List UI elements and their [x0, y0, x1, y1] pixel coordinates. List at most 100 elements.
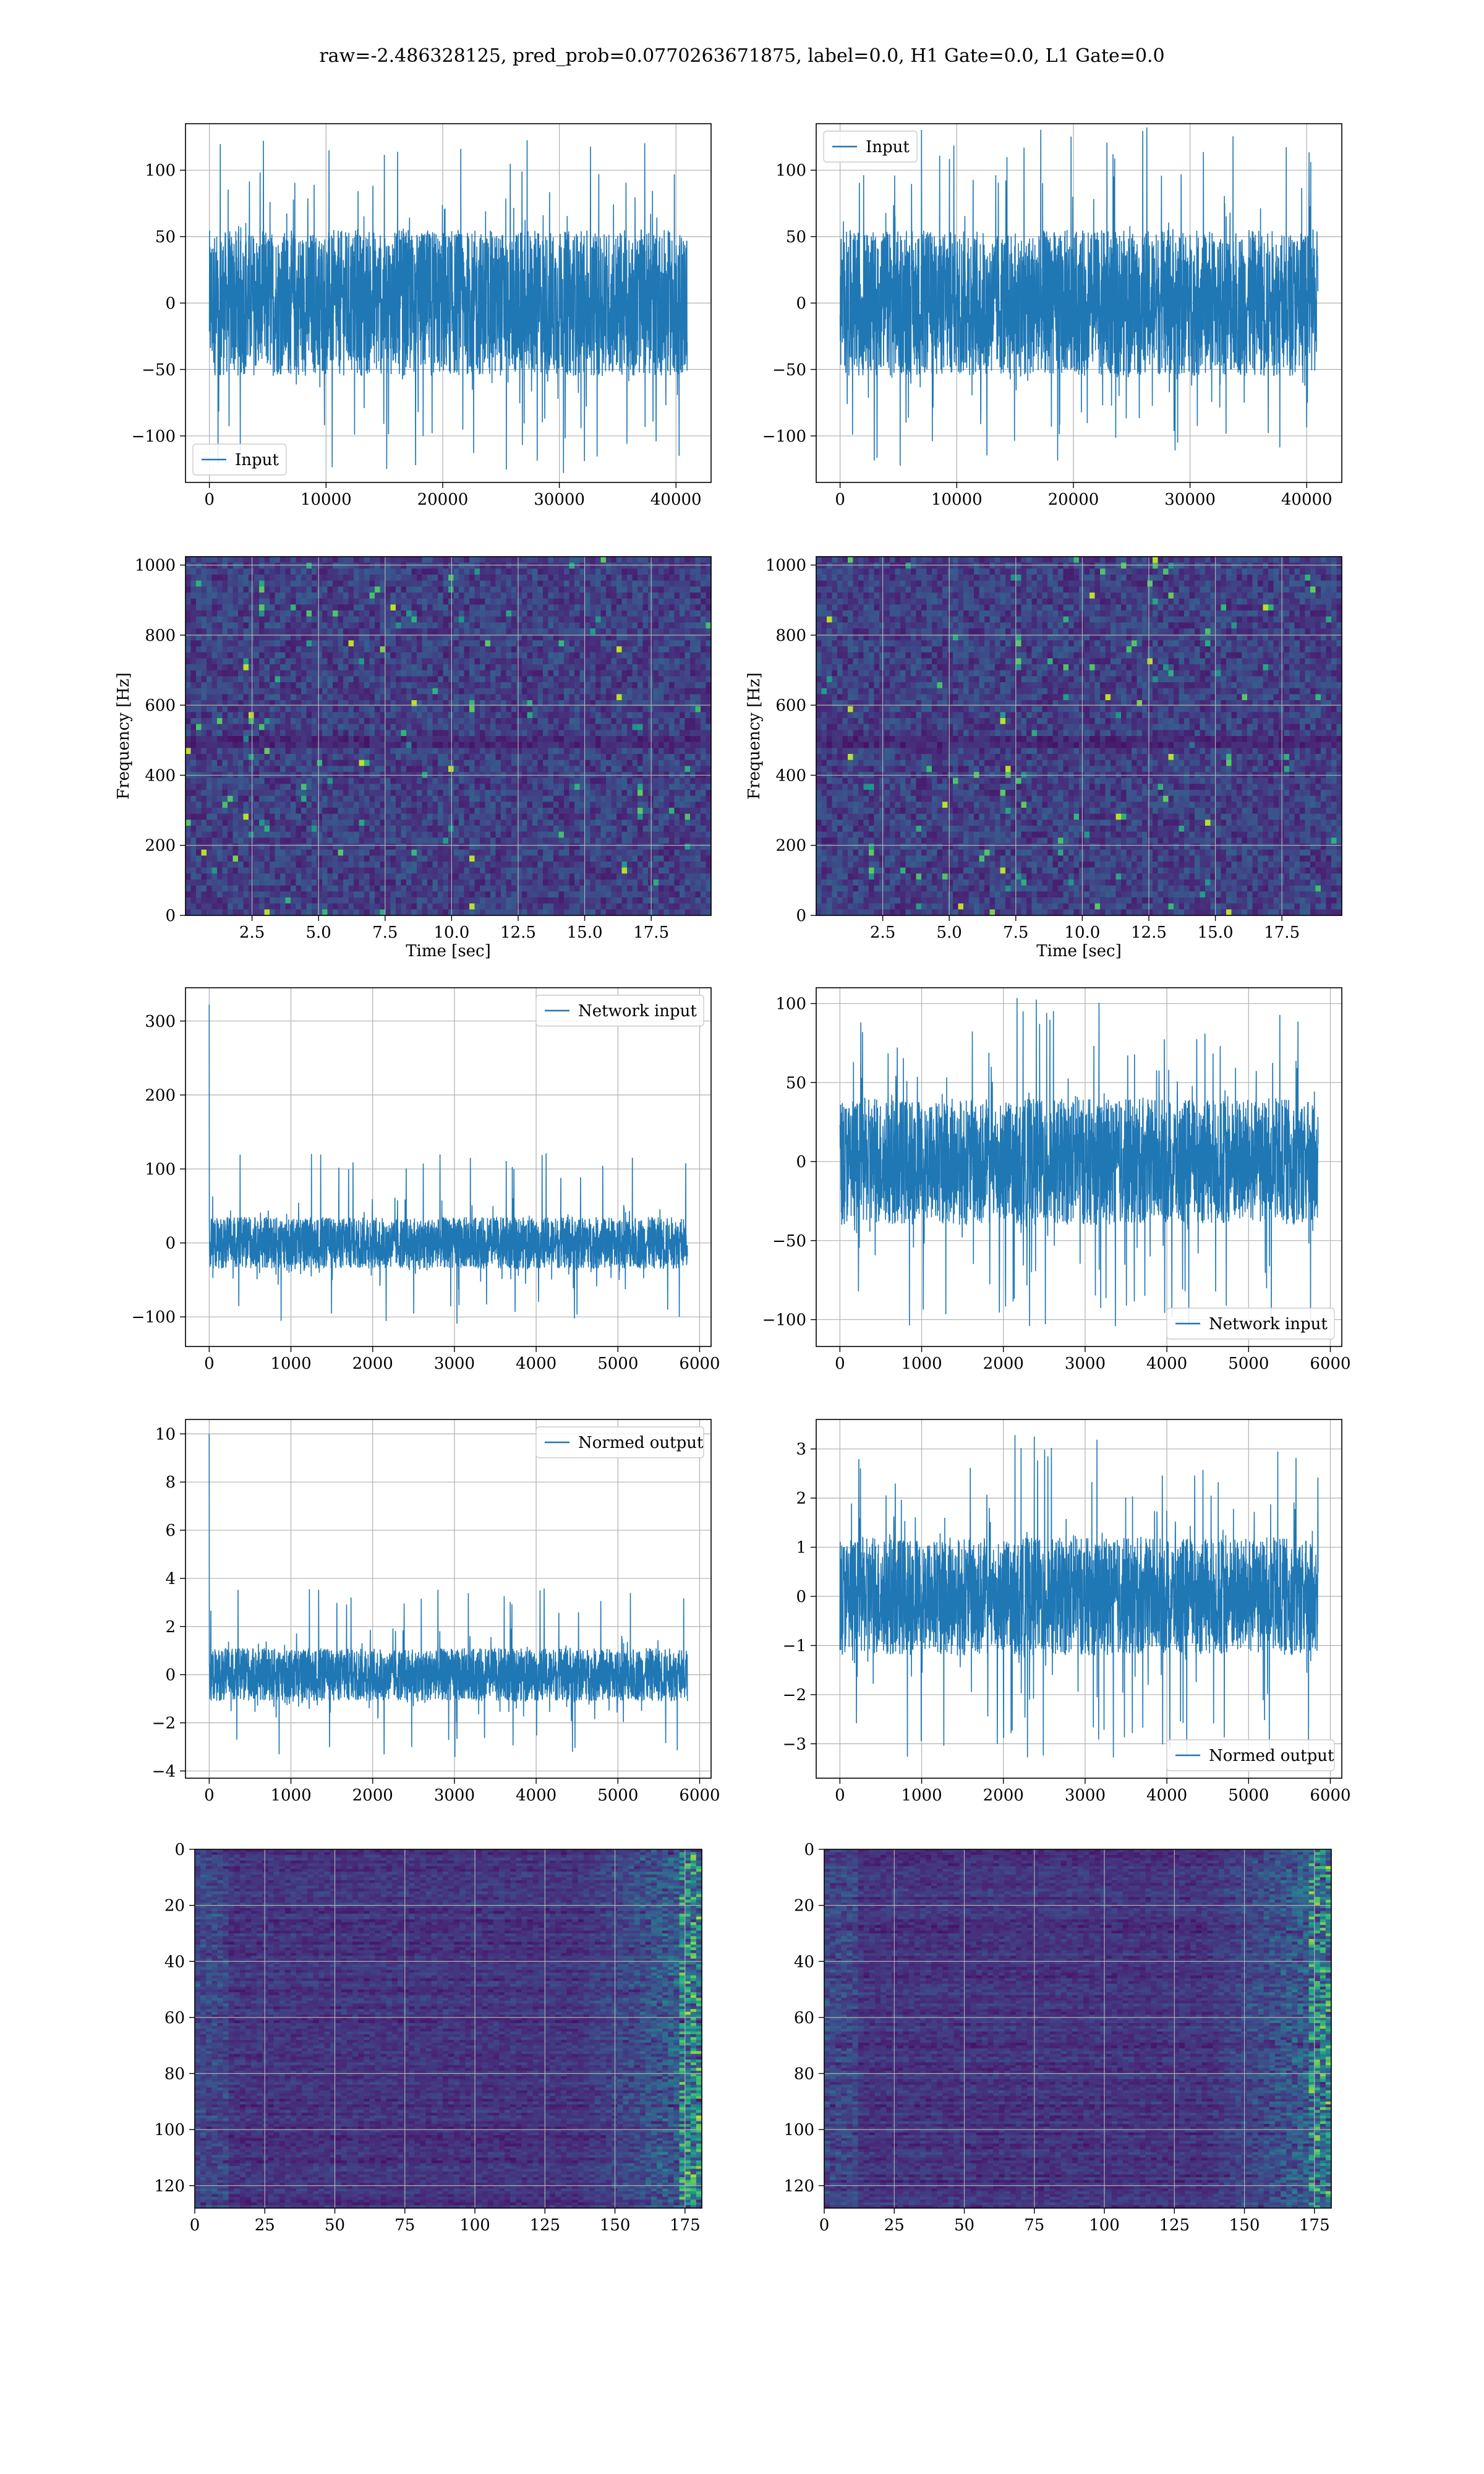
heatmap-cell: [669, 575, 675, 581]
heatmap-cell: [285, 593, 291, 599]
heatmap-cell: [569, 646, 575, 653]
heatmap-cell: [543, 754, 549, 761]
heatmap-cell: [375, 676, 381, 683]
heatmap-cell: [501, 826, 507, 833]
heatmap-cell: [659, 628, 665, 635]
heatmap-cell: [632, 837, 638, 844]
heatmap-cell: [359, 586, 365, 593]
heatmap-cell: [616, 598, 623, 605]
heatmap-cell: [411, 826, 417, 833]
heatmap-cell: [312, 748, 318, 755]
heatmap-cell: [222, 652, 228, 659]
heatmap-cell: [385, 777, 391, 784]
heatmap-cell: [485, 736, 491, 743]
heatmap-cell: [228, 813, 234, 820]
heatmap-cell: [453, 604, 459, 611]
heatmap-cell: [369, 706, 375, 713]
heatmap-cell: [537, 844, 544, 850]
heatmap-cell: [359, 676, 365, 683]
heatmap-cell: [322, 795, 328, 802]
heatmap-cell: [275, 790, 281, 797]
heatmap-cell: [369, 575, 375, 581]
heatmap-cell: [348, 826, 354, 833]
heatmap-cell: [616, 784, 623, 790]
heatmap-cell: [537, 766, 544, 773]
heatmap-cell: [196, 652, 202, 659]
heatmap-cell: [532, 586, 539, 593]
heatmap-cell: [690, 813, 696, 820]
heatmap-cell: [659, 634, 665, 641]
heatmap-cell: [327, 640, 333, 647]
heatmap-cell: [264, 849, 270, 856]
heatmap-cell: [270, 694, 276, 701]
heatmap-cell: [684, 664, 691, 671]
heatmap-cell: [553, 808, 560, 815]
heatmap-cell: [359, 748, 365, 755]
heatmap-cell: [632, 742, 638, 748]
heatmap-cell: [621, 598, 628, 605]
heatmap-cell: [217, 777, 223, 784]
heatmap-cell: [338, 622, 344, 629]
heatmap-cell: [579, 700, 586, 707]
heatmap-cell: [207, 664, 213, 671]
heatmap-cell: [333, 575, 339, 581]
heatmap-cell: [669, 557, 675, 563]
heatmap-cell: [317, 742, 323, 748]
heatmap-cell: [490, 598, 497, 605]
heatmap-cell: [186, 682, 192, 689]
heatmap-cell: [574, 837, 581, 844]
heatmap-cell: [327, 628, 333, 635]
heatmap-cell: [448, 760, 454, 766]
heatmap-cell: [443, 700, 449, 707]
heatmap-cell: [653, 598, 659, 605]
heatmap-cell: [291, 706, 297, 713]
heatmap-cell: [585, 754, 591, 761]
heatmap-cell: [327, 808, 333, 815]
heatmap-cell: [474, 604, 480, 611]
heatmap-cell: [364, 646, 370, 653]
heatmap-cell: [385, 795, 391, 802]
heatmap-cell: [532, 831, 539, 838]
heatmap-cell: [464, 610, 470, 617]
heatmap-cell: [443, 784, 449, 790]
heatmap-cell: [406, 634, 412, 641]
heatmap-cell: [443, 670, 449, 677]
heatmap-cell: [259, 604, 265, 611]
heatmap-cell: [364, 831, 370, 838]
heatmap-cell: [606, 831, 612, 838]
heatmap-cell: [680, 736, 686, 743]
heatmap-cell: [659, 802, 665, 808]
heatmap-cell: [211, 766, 218, 773]
heatmap-cell: [369, 652, 375, 659]
heatmap-cell: [564, 748, 570, 755]
heatmap-cell: [680, 640, 686, 647]
heatmap-cell: [343, 622, 349, 629]
heatmap-cell: [453, 820, 459, 826]
heatmap-cell: [606, 718, 612, 725]
heatmap-cell: [411, 784, 417, 790]
heatmap-cell: [501, 808, 507, 815]
heatmap-cell: [275, 837, 281, 844]
heatmap-cell: [438, 784, 444, 790]
heatmap-cell: [270, 604, 276, 611]
heatmap-cell: [522, 700, 528, 707]
heatmap-cell: [196, 754, 202, 761]
heatmap-cell: [201, 724, 207, 730]
heatmap-cell: [537, 790, 544, 797]
heatmap-cell: [417, 575, 423, 581]
heatmap-cell: [296, 718, 302, 725]
heatmap-cell: [621, 742, 628, 748]
heatmap-cell: [663, 610, 670, 617]
heatmap-cell: [684, 610, 691, 617]
heatmap-cell: [453, 580, 459, 587]
heatmap-cell: [684, 706, 691, 713]
heatmap-cell: [663, 700, 670, 707]
heatmap-cell: [495, 634, 501, 641]
heatmap-cell: [264, 784, 270, 790]
heatmap-cell: [217, 837, 223, 844]
heatmap-cell: [490, 754, 497, 761]
heatmap-cell: [201, 575, 207, 581]
heatmap-cell: [348, 634, 354, 641]
heatmap-cell: [516, 670, 522, 677]
heatmap-cell: [375, 826, 381, 833]
